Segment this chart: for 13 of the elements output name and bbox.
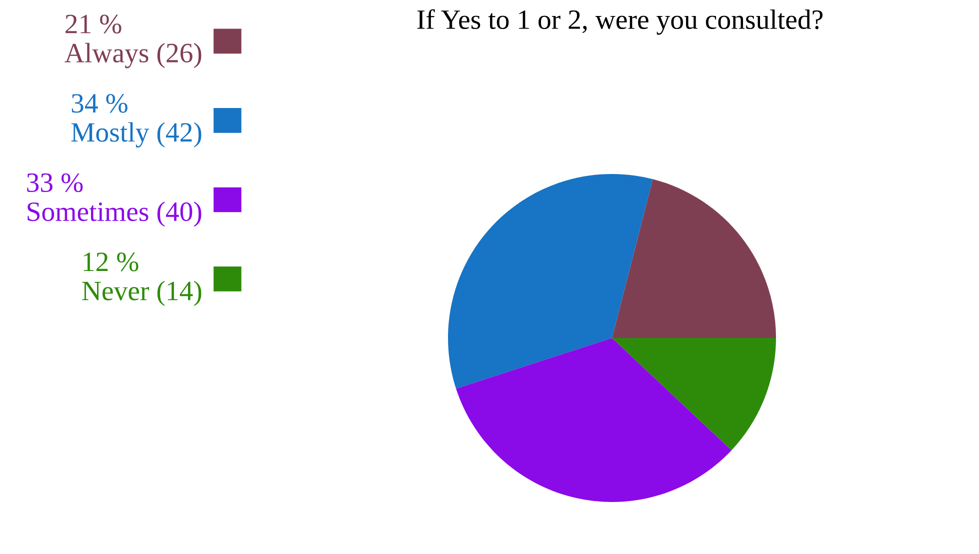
legend-label: Mostly (42) — [71, 122, 202, 148]
legend-label: Sometimes (40) — [28, 202, 202, 227]
data-label: 33 % — [27, 173, 83, 192]
pie-slice — [448, 174, 653, 389]
pie-slice — [612, 338, 776, 450]
legend-label: Always (26) — [64, 42, 202, 68]
chart-title: If Yes to 1 or 2, were you consulted? — [417, 9, 823, 35]
data-label: 21 % — [66, 14, 122, 34]
data-label: 12 % — [84, 252, 138, 272]
legend-label: Never (14) — [82, 280, 202, 306]
data-label: 34 % — [72, 94, 128, 113]
pie-slice — [456, 338, 732, 502]
pie-slice — [612, 179, 776, 338]
